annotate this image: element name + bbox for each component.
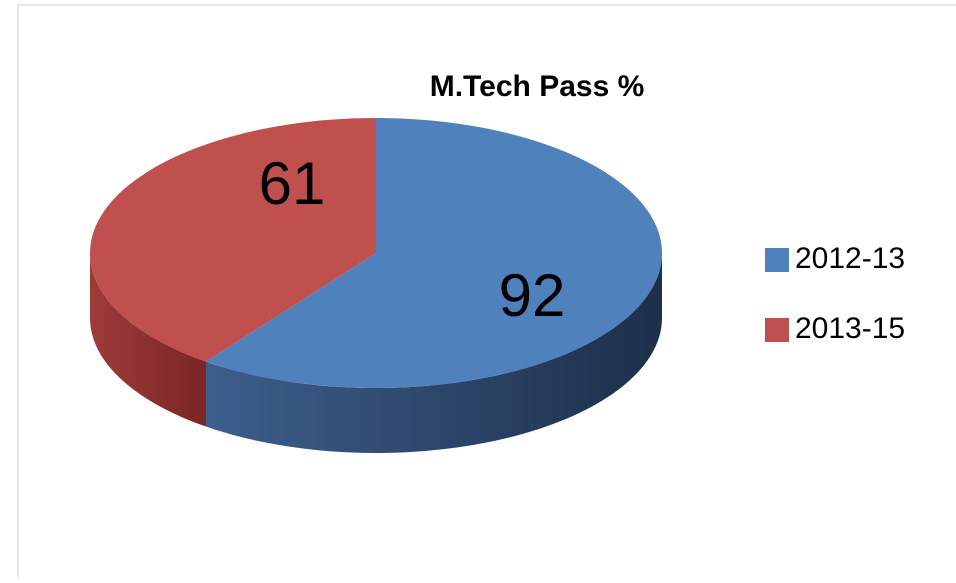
data-label: 92 [499,262,566,329]
chart-title: M.Tech Pass % [430,70,645,103]
legend-swatch [765,248,789,272]
legend-swatch [765,318,789,342]
data-label: 61 [259,150,326,217]
legend-label: 2012-13 [795,242,905,275]
chart-border [17,4,956,583]
slice-side [205,253,662,453]
slice [89,117,377,362]
legend-label: 2013-15 [795,312,905,345]
slice [205,118,662,388]
slice-side [90,253,206,427]
